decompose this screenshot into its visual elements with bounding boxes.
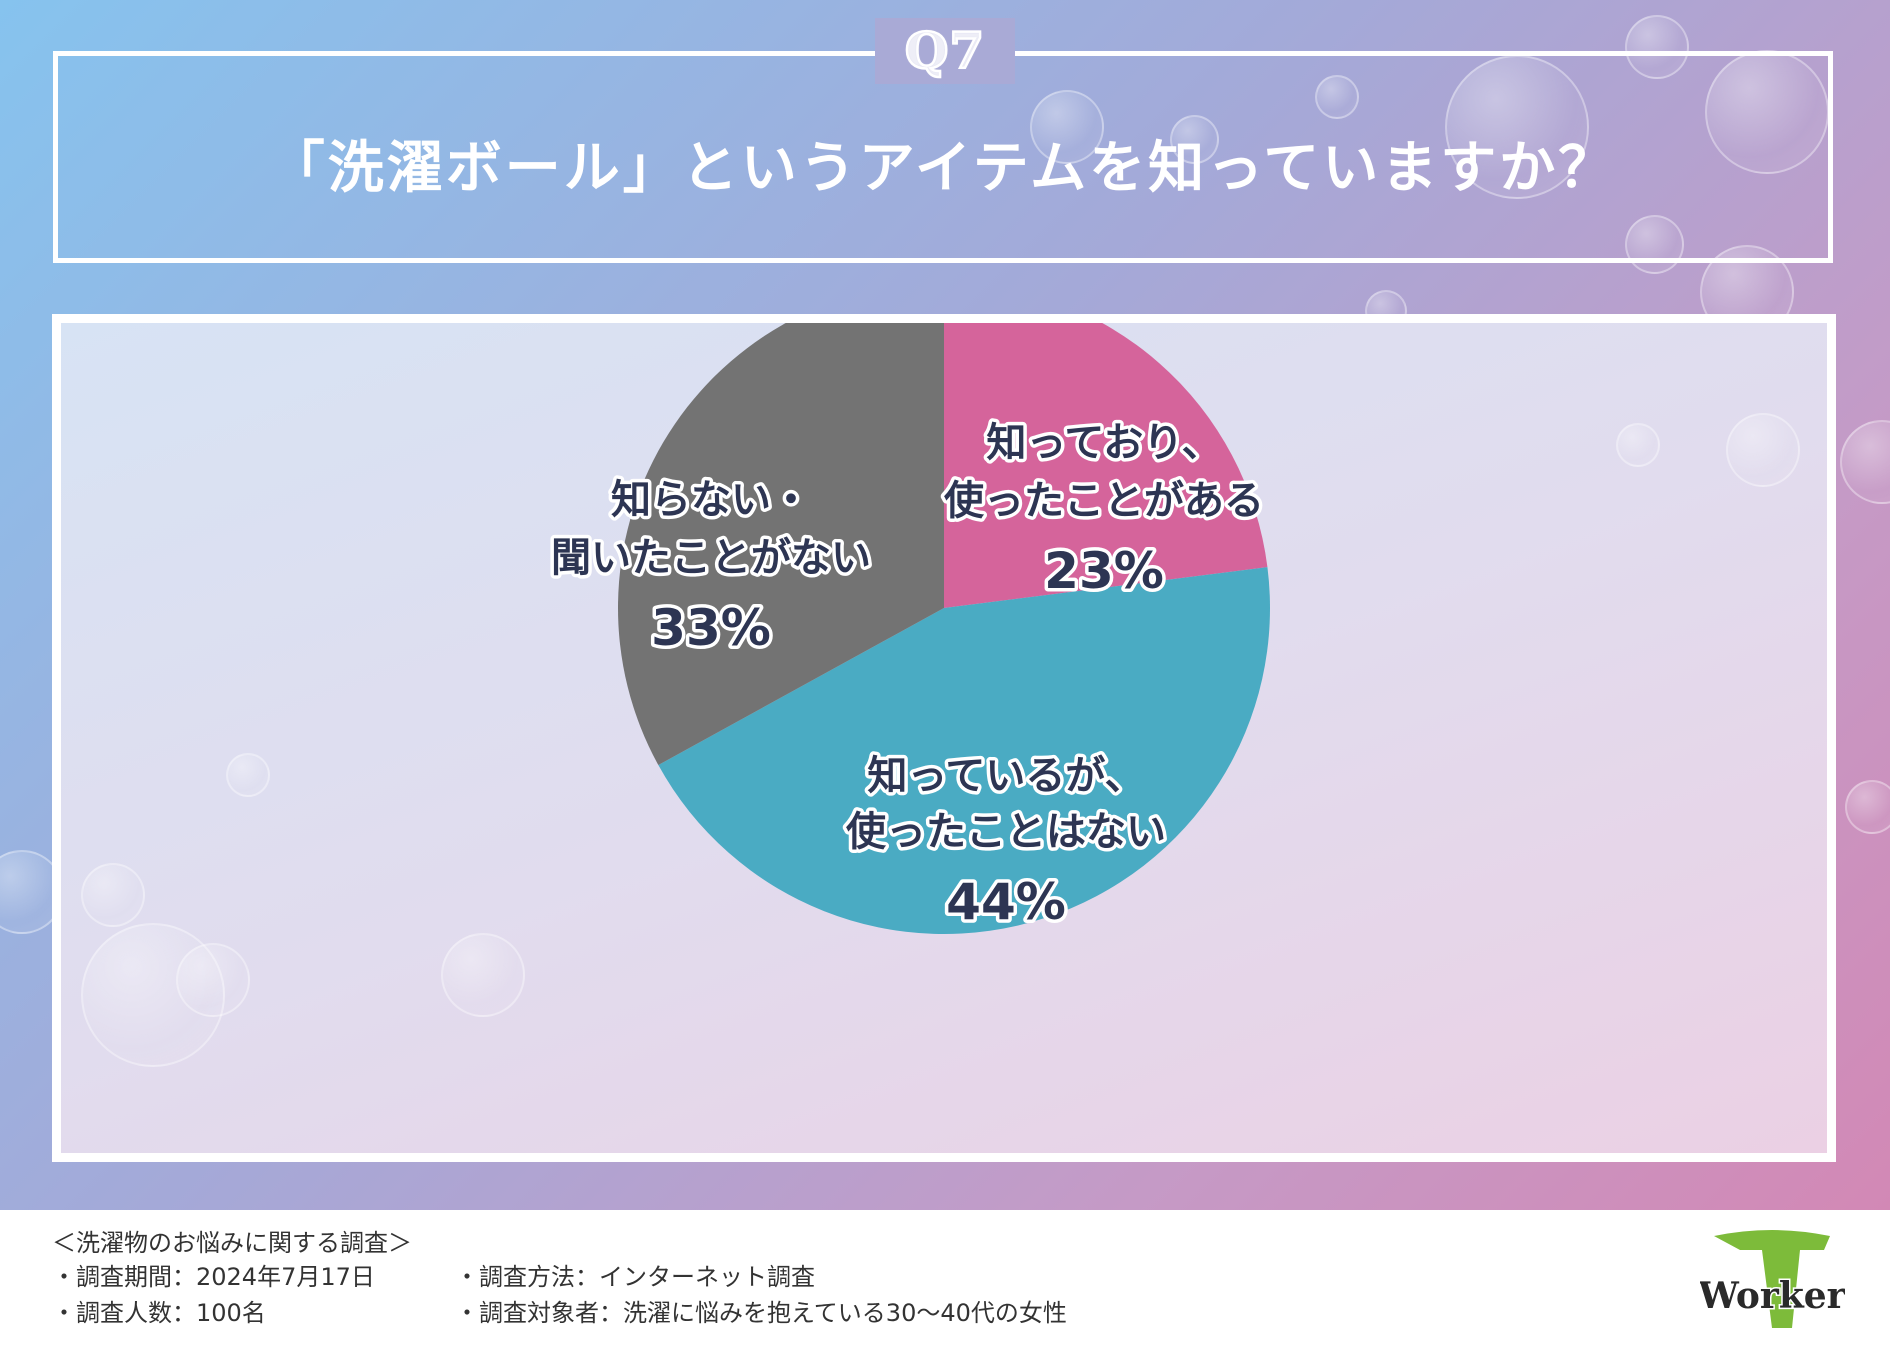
- worker-logo-mark-icon: [1714, 1230, 1830, 1328]
- slice-percent-2: 44%: [946, 873, 1066, 931]
- pie-slice-3: [618, 323, 944, 766]
- bubble-decoration: [441, 933, 525, 1017]
- bubble-decoration: [1726, 413, 1800, 487]
- bubble-decoration: [1840, 420, 1890, 504]
- survey-target: ・調査対象者：洗濯に悩みを抱えている30〜40代の女性: [455, 1299, 1067, 1327]
- slice-label-2-line-2: 使ったことはない: [846, 809, 1166, 855]
- survey-respondents: ・調査人数：100名: [52, 1299, 266, 1327]
- bubble-decoration: [1616, 423, 1660, 467]
- pie-chart: 知っており、使ったことがある 23% 知っているが、使ったことはない 44% 知らない・…: [548, 323, 1271, 935]
- bubble-decoration: [81, 863, 145, 927]
- bubble-decoration: [1705, 50, 1829, 174]
- chart-panel: 知っており、 使ったことがある 23% 知っているが、 使ったことはない 44% 知らない・…: [52, 314, 1836, 1162]
- slice-percent-1: 23%: [1044, 542, 1164, 600]
- bubble-decoration: [1445, 55, 1589, 199]
- worker-logo-text: Worker: [1700, 1275, 1845, 1317]
- bubble-decoration: [81, 923, 225, 1067]
- worker-logo: Worker: [1700, 1230, 1845, 1328]
- slice-label-3-line-1: 知らない・: [611, 477, 811, 523]
- pie-slice-2: [658, 567, 1271, 934]
- slice-label-1-line-2: 使ったことがある: [944, 478, 1264, 524]
- slice-label-2-line-1: 知っているが、: [867, 753, 1144, 799]
- footer: ＜洗濯物のお悩みに関する調査＞ ・調査期間：2024年7月17日 ・調査人数：1…: [0, 1210, 1890, 1350]
- bubble-decoration: [226, 753, 270, 797]
- question-title: 「洗濯ボール」というアイテムを知っていますか？: [268, 136, 1618, 201]
- bubble-decoration: [1845, 780, 1890, 834]
- bubble-decoration: [1625, 215, 1684, 274]
- question-number: Q7: [904, 20, 986, 82]
- slice-label-3-line-2: 聞いたことがない: [551, 535, 871, 581]
- pie-slice-1: [944, 323, 1268, 608]
- survey-title: ＜洗濯物のお悩みに関する調査＞: [52, 1229, 412, 1257]
- bubble-decoration: [1170, 115, 1219, 164]
- bubble-decoration: [1315, 75, 1359, 119]
- bubble-decoration: [1030, 90, 1104, 164]
- question-number-badge: Q7: [875, 18, 1015, 84]
- slice-percent-3: 33%: [651, 599, 771, 657]
- bubble-decoration: [1625, 15, 1689, 79]
- slice-label-1-line-1: 知っており、: [986, 420, 1221, 466]
- survey-period: ・調査期間：2024年7月17日: [52, 1263, 375, 1291]
- survey-method: ・調査方法：インターネット調査: [455, 1263, 815, 1291]
